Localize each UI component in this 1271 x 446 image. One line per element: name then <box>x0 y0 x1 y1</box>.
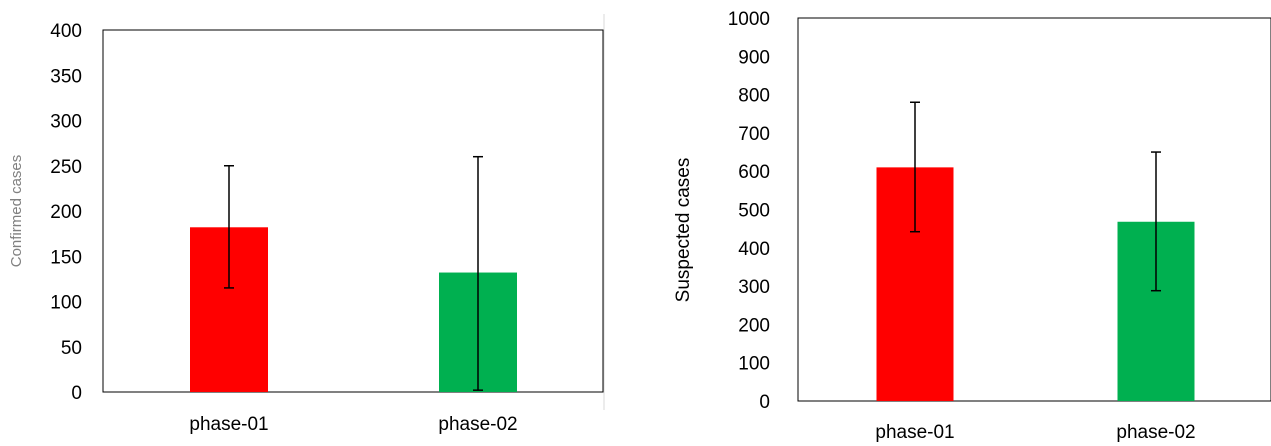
y-tick-label: 200 <box>738 315 770 336</box>
y-tick-label: 200 <box>50 202 82 223</box>
bars <box>190 227 517 392</box>
y-tick-label: 150 <box>50 247 82 268</box>
y-tick-label: 400 <box>738 239 770 260</box>
error-bars <box>910 101 1161 292</box>
error-bar-phase-02 <box>1151 151 1161 292</box>
x-tick-label: phase-02 <box>438 414 517 435</box>
bars <box>876 167 1195 401</box>
error-bar-phase-01 <box>910 101 920 233</box>
confirmed-cases-chart: Confirmed cases 0 50 100 150 200 250 300 350 400… <box>8 14 605 435</box>
x-tick-labels: phase-01 phase-02 <box>189 414 517 435</box>
y-tick-label: 500 <box>738 201 770 222</box>
error-bar-phase-01 <box>224 165 234 289</box>
y-tick-label: 0 <box>71 383 82 404</box>
y-tick-label: 300 <box>738 277 770 298</box>
y-tick-label: 350 <box>50 66 82 87</box>
y-tick-labels: 0 50 100 150 200 250 300 350 400 <box>50 21 82 404</box>
error-bars <box>224 155 483 391</box>
x-tick-labels: phase-01 phase-02 <box>875 422 1195 443</box>
x-tick-label: phase-01 <box>875 422 954 443</box>
y-tick-label: 100 <box>738 354 770 375</box>
x-tick-label: phase-02 <box>1116 422 1195 443</box>
plot-area-frame <box>102 29 604 393</box>
plot-area-frame <box>797 17 1271 402</box>
y-tick-label: 600 <box>738 162 770 183</box>
y-tick-label: 250 <box>50 157 82 178</box>
y-axis-label: Confirmed cases <box>8 155 25 268</box>
error-bar-phase-02 <box>473 155 483 391</box>
y-tick-label: 50 <box>61 338 82 359</box>
y-tick-label: 700 <box>738 124 770 145</box>
suspected-cases-chart: Suspected cases 0 100 200 300 400 500 600 700 80… <box>673 9 1271 443</box>
y-tick-label: 0 <box>759 392 770 413</box>
y-tick-label: 100 <box>50 293 82 314</box>
y-tick-label: 800 <box>738 86 770 107</box>
x-tick-label: phase-01 <box>189 414 268 435</box>
y-tick-label: 900 <box>738 47 770 68</box>
y-axis-label: Suspected cases <box>673 158 694 303</box>
y-tick-label: 400 <box>50 21 82 42</box>
y-tick-labels: 0 100 200 300 400 500 600 700 800 900 1000 <box>728 9 770 413</box>
y-tick-label: 1000 <box>728 9 770 30</box>
y-tick-label: 300 <box>50 112 82 133</box>
